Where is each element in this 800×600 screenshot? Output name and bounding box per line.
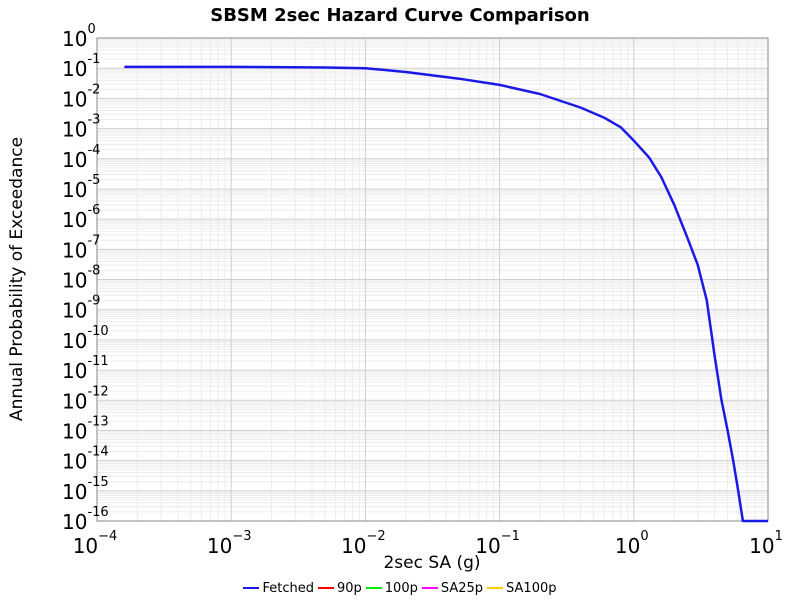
y-axis-tick-labels: 10010-110-210-310-410-510-610-710-810-91… xyxy=(62,22,109,534)
legend-label: 100p xyxy=(384,580,418,596)
y-tick-label: 10-10 xyxy=(62,324,109,353)
x-axis-tick-labels: 10−4 10−3 10−2 10−1 100 101 xyxy=(73,529,783,558)
x-axis-label: 2sec SA (g) xyxy=(383,553,480,573)
legend-item-100p: 100p xyxy=(365,580,418,596)
x-tick-label: 100 xyxy=(615,529,649,558)
series-layer xyxy=(124,65,768,523)
y-tick-label: 10-14 xyxy=(62,445,109,474)
x-tick-label: 10−3 xyxy=(207,529,252,558)
legend-swatch xyxy=(487,587,504,589)
x-tick-label: 10−2 xyxy=(341,529,386,558)
y-tick-label: 100 xyxy=(62,22,96,51)
legend-swatch xyxy=(421,587,438,589)
y-tick-label: 10-9 xyxy=(62,294,100,323)
legend-item-sa25p: SA25p xyxy=(421,580,484,596)
legend-swatch xyxy=(317,587,334,589)
x-tick-label: 101 xyxy=(749,529,783,558)
y-tick-label: 10-15 xyxy=(62,475,109,504)
legend-swatch xyxy=(243,587,260,589)
legend: Fetched 90p 100p SA25p SA100p xyxy=(0,578,800,598)
legend-label: SA25p xyxy=(440,580,484,596)
plot-area-border xyxy=(96,37,769,522)
legend-label: 90p xyxy=(336,580,362,596)
x-tick-label: 10−1 xyxy=(475,529,520,558)
y-tick-label: 10-1 xyxy=(62,52,100,81)
y-axis-label: Annual Probability of Exceedance xyxy=(7,137,27,421)
y-tick-label: 10-8 xyxy=(62,264,100,293)
x-tick-label: 10−4 xyxy=(73,529,118,558)
legend-item-sa100p: SA100p xyxy=(487,580,557,596)
chart-title: SBSM 2sec Hazard Curve Comparison xyxy=(210,5,590,26)
y-tick-label: 10-3 xyxy=(62,113,100,142)
y-tick-label: 10-4 xyxy=(62,143,100,172)
y-tick-label: 10-7 xyxy=(62,233,100,262)
y-tick-label: 10-5 xyxy=(62,173,100,202)
legend-item-90p: 90p xyxy=(317,580,362,596)
legend-item-fetched: Fetched xyxy=(243,581,314,596)
y-tick-label: 10-6 xyxy=(62,203,100,232)
y-tick-label: 10-13 xyxy=(62,414,109,443)
legend-swatch xyxy=(365,587,382,589)
y-tick-label: 10-12 xyxy=(62,384,109,413)
y-tick-label: 10-16 xyxy=(62,505,109,534)
y-tick-label: 10-2 xyxy=(62,82,100,111)
series-line-fetched xyxy=(124,65,768,523)
y-tick-label: 10-11 xyxy=(62,354,109,383)
legend-label: SA100p xyxy=(506,580,557,596)
legend-label: Fetched xyxy=(262,580,314,596)
